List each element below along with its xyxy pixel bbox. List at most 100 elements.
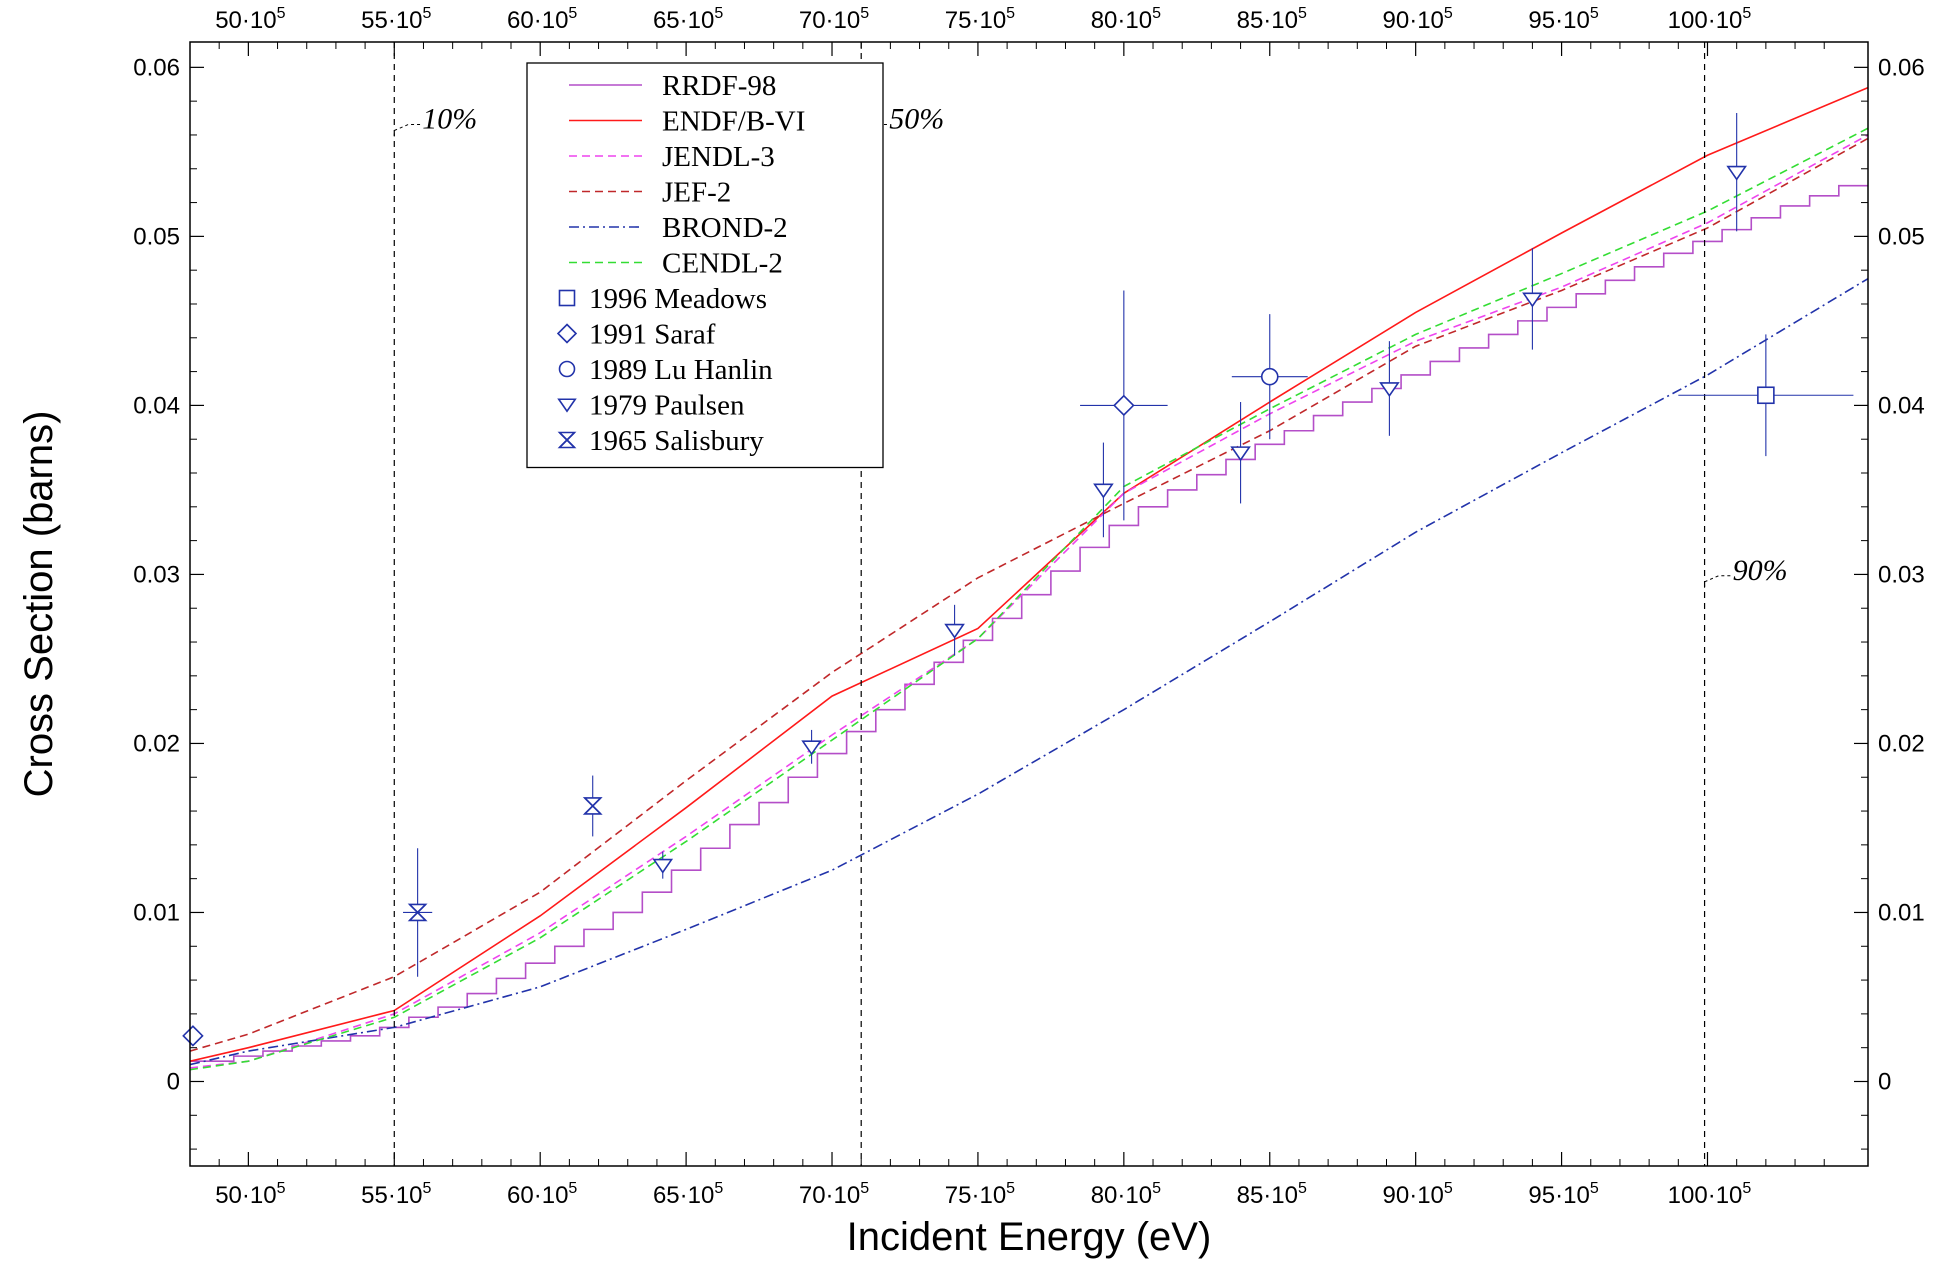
series-line-1 [190, 86, 1868, 1062]
marker-circle [1260, 367, 1279, 386]
data-point-3-7 [1726, 112, 1747, 232]
x-tick-label-bottom: 85·105 [1237, 1180, 1307, 1209]
marker-diamond [1113, 394, 1135, 417]
y-axis-title: Cross Section (barns) [17, 411, 61, 798]
legend-box [526, 62, 884, 469]
legend-label-exp-4: 1965 Salisbury [589, 425, 764, 457]
marker-triangle-down [1726, 165, 1747, 181]
legend-label-4: BROND-2 [662, 212, 788, 244]
x-tick-label-bottom: 50·105 [215, 1180, 285, 1209]
legend-label-exp-0: 1996 Meadows [589, 283, 767, 315]
x-tick-label-top: 55·105 [361, 5, 431, 34]
marker-triangle-down [1379, 382, 1400, 398]
x-tick-label-top: 95·105 [1528, 5, 1598, 34]
y-tick-label-right: 0 [1878, 1068, 1891, 1095]
x-tick-label-top: 75·105 [945, 5, 1015, 34]
marker-diamond [182, 1025, 204, 1047]
data-point-3-0 [652, 851, 674, 879]
data-point-0-0 [1678, 334, 1854, 457]
marker-hourglass [407, 903, 428, 922]
y-tick-label-left: 0.05 [133, 223, 180, 250]
threshold-label-0: 10% [422, 103, 477, 136]
y-tick-label-left: 0.03 [133, 561, 180, 588]
plot-frame [189, 41, 1869, 1167]
marker-square [1757, 386, 1775, 405]
y-tick-label-left: 0.02 [133, 730, 180, 757]
x-tick-label-top: 50·105 [215, 5, 285, 34]
x-axis-title: Incident Energy (eV) [847, 1215, 1212, 1259]
data-point-3-3 [1093, 442, 1114, 538]
threshold-leader-2 [1704, 575, 1731, 588]
y-tick-label-left: 0.06 [133, 54, 180, 81]
threshold-label-1: 50% [889, 103, 944, 136]
x-tick-label-bottom: 60·105 [507, 1180, 577, 1209]
legend-marker-2 [558, 360, 576, 378]
data-point-4-1 [582, 775, 603, 837]
x-tick-label-bottom: 75·105 [945, 1180, 1015, 1209]
legend-marker-4 [557, 431, 577, 449]
threshold-label-2: 90% [1733, 554, 1788, 587]
series-line-2 [190, 134, 1868, 1069]
threshold-leader-0 [393, 124, 421, 137]
legend-label-1: ENDF/B-VI [662, 106, 805, 138]
series-line-4 [190, 277, 1868, 1066]
series-line-0 [190, 184, 1868, 1063]
experiment-layer [182, 112, 1854, 1047]
legend-marker-0 [558, 289, 576, 307]
y-tick-label-right: 0.06 [1878, 54, 1925, 81]
series-line-5 [190, 127, 1868, 1071]
x-tick-label-top: 100·105 [1668, 5, 1752, 34]
x-tick-label-top: 85·105 [1237, 5, 1307, 34]
data-point-4-0 [403, 848, 433, 977]
x-tick-label-bottom: 55·105 [361, 1180, 431, 1209]
x-tick-label-bottom: 80·105 [1091, 1180, 1161, 1209]
data-point-3-4 [1230, 402, 1251, 504]
x-tick-label-bottom: 100·105 [1668, 1180, 1752, 1209]
marker-triangle-down [1093, 483, 1114, 499]
legend-label-exp-2: 1989 Lu Hanlin [589, 354, 773, 386]
y-tick-label-right: 0.04 [1878, 392, 1925, 419]
y-tick-label-right: 0.05 [1878, 223, 1925, 250]
x-tick-label-top: 80·105 [1091, 5, 1161, 34]
y-tick-label-right: 0.02 [1878, 730, 1925, 757]
tick-layer: 50·105 50·105 55·105 55·105 60·105 60·105 65·1… [133, 5, 1924, 1209]
legend-label-exp-3: 1979 Paulsen [589, 390, 745, 422]
data-point-1-0 [182, 1025, 204, 1047]
y-tick-label-left: 0.01 [133, 899, 180, 926]
data-point-3-2 [944, 604, 965, 656]
x-tick-label-top: 70·105 [799, 5, 869, 34]
marker-triangle-down [652, 858, 674, 874]
data-point-3-5 [1379, 341, 1400, 436]
x-tick-label-top: 90·105 [1383, 5, 1453, 34]
legend-marker-1 [556, 323, 578, 344]
x-tick-label-bottom: 70·105 [799, 1180, 869, 1209]
x-tick-label-bottom: 90·105 [1383, 1180, 1453, 1209]
legend-label-0: RRDF-98 [662, 70, 776, 102]
y-tick-label-left: 0.04 [133, 392, 180, 419]
x-tick-label-bottom: 65·105 [653, 1180, 723, 1209]
data-point-2-0 [1231, 314, 1308, 440]
legend-marker-3 [557, 398, 577, 413]
marker-triangle-down [801, 740, 822, 756]
legend-label-3: JEF-2 [662, 177, 731, 209]
y-tick-label-left: 0 [167, 1068, 180, 1095]
marker-triangle-down [1230, 446, 1251, 462]
x-tick-label-bottom: 95·105 [1528, 1180, 1598, 1209]
legend-label-exp-1: 1991 Saraf [589, 319, 716, 351]
data-point-3-6 [1522, 248, 1543, 350]
data-point-1-1 [1080, 290, 1168, 521]
y-tick-label-right: 0.01 [1878, 899, 1925, 926]
series-line-3 [190, 137, 1868, 1052]
marker-hourglass [582, 797, 603, 815]
x-tick-label-top: 60·105 [507, 5, 577, 34]
data-point-3-1 [801, 729, 822, 764]
series-layer [190, 86, 1868, 1071]
marker-triangle-down [1522, 292, 1543, 308]
y-tick-label-right: 0.03 [1878, 561, 1925, 588]
x-tick-label-top: 65·105 [653, 5, 723, 34]
marker-triangle-down [944, 623, 965, 639]
legend-label-2: JENDL-3 [662, 141, 775, 173]
legend-label-5: CENDL-2 [662, 248, 783, 280]
